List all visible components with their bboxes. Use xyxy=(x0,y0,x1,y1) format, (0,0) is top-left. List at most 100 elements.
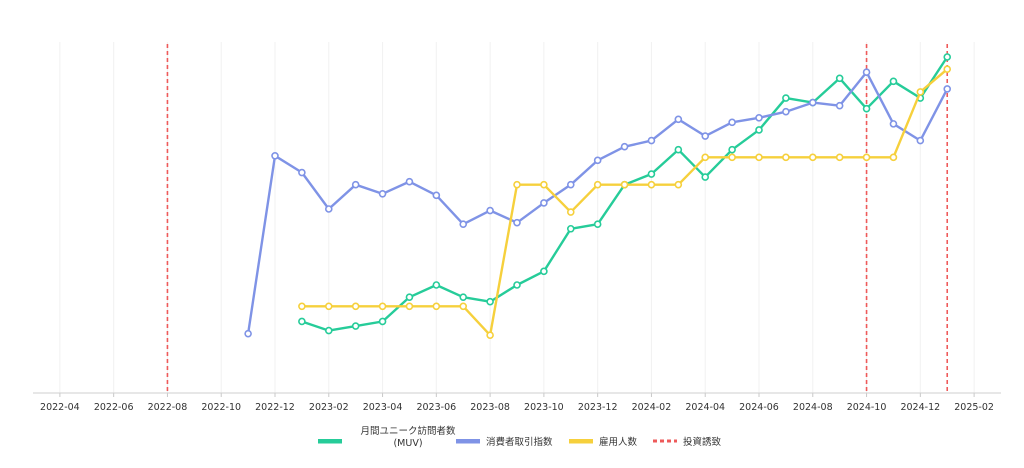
data-point[interactable] xyxy=(298,317,306,326)
legend-swatch xyxy=(569,439,593,444)
data-point[interactable] xyxy=(674,115,683,124)
data-point[interactable] xyxy=(701,173,710,181)
data-point[interactable] xyxy=(540,267,548,276)
series-line xyxy=(300,67,949,337)
data-point[interactable] xyxy=(755,126,763,134)
x-tick-label: 2025-02 xyxy=(954,402,994,413)
data-point[interactable] xyxy=(674,145,683,154)
data-point[interactable] xyxy=(701,132,710,140)
data-point[interactable] xyxy=(889,77,898,86)
data-point[interactable] xyxy=(432,281,441,289)
data-point[interactable] xyxy=(782,107,790,116)
data-point[interactable] xyxy=(432,191,441,200)
legend-item-3[interactable]: 投資誘致 xyxy=(653,436,722,448)
data-point[interactable] xyxy=(513,180,521,189)
data-point[interactable] xyxy=(862,104,871,113)
legend-item-0[interactable]: 月間ユニーク訪問者数(MUV) xyxy=(318,425,456,449)
data-point[interactable] xyxy=(916,136,925,145)
data-point[interactable] xyxy=(459,302,468,311)
data-point[interactable] xyxy=(835,153,844,162)
data-point[interactable] xyxy=(351,302,360,311)
data-point[interactable] xyxy=(674,180,683,189)
data-point[interactable] xyxy=(889,153,898,162)
data-point[interactable] xyxy=(540,180,548,189)
data-point[interactable] xyxy=(513,281,521,289)
data-point[interactable] xyxy=(647,180,656,189)
data-point[interactable] xyxy=(486,331,494,339)
data-point[interactable] xyxy=(566,208,575,216)
data-point[interactable] xyxy=(889,120,898,128)
x-tick-label: 2022-04 xyxy=(40,402,80,413)
data-point[interactable] xyxy=(701,153,710,162)
data-point[interactable] xyxy=(620,180,629,189)
data-point[interactable] xyxy=(486,206,494,215)
data-point[interactable] xyxy=(405,302,414,311)
data-point[interactable] xyxy=(835,74,844,83)
series-0 xyxy=(298,53,952,335)
data-point[interactable] xyxy=(298,168,306,177)
data-point[interactable] xyxy=(459,293,468,301)
data-point[interactable] xyxy=(351,322,360,330)
data-point[interactable] xyxy=(378,317,387,326)
x-tick-label: 2023-06 xyxy=(416,402,456,413)
data-point[interactable] xyxy=(755,153,763,162)
legend-item-2[interactable]: 雇用人数 xyxy=(569,436,638,448)
legend-item-1[interactable]: 消費者取引指数 xyxy=(456,436,553,448)
data-point[interactable] xyxy=(916,88,925,96)
x-tick-label: 2023-12 xyxy=(578,402,618,413)
data-point[interactable] xyxy=(728,153,736,162)
investment-markers xyxy=(166,44,949,393)
data-point[interactable] xyxy=(432,302,441,311)
data-point[interactable] xyxy=(540,199,548,207)
x-tick-label: 2023-02 xyxy=(309,402,349,413)
data-point[interactable] xyxy=(405,177,414,186)
data-point[interactable] xyxy=(593,156,602,165)
data-point[interactable] xyxy=(298,302,306,311)
x-tick-label: 2024-06 xyxy=(739,402,779,413)
data-point[interactable] xyxy=(808,98,817,107)
data-point[interactable] xyxy=(728,145,736,154)
data-point[interactable] xyxy=(324,205,333,213)
data-point[interactable] xyxy=(862,153,871,162)
data-point[interactable] xyxy=(728,118,736,127)
legend-label: 月間ユニーク訪問者数(MUV) xyxy=(360,425,456,449)
data-point[interactable] xyxy=(943,85,952,93)
data-point[interactable] xyxy=(782,94,790,102)
legend-swatch xyxy=(456,439,480,444)
data-point[interactable] xyxy=(405,293,414,301)
data-point[interactable] xyxy=(378,190,387,198)
x-tick-label: 2024-08 xyxy=(793,402,833,413)
x-tick-label: 2023-08 xyxy=(470,402,510,413)
data-point[interactable] xyxy=(244,329,252,338)
data-point[interactable] xyxy=(620,142,629,151)
data-point[interactable] xyxy=(378,302,387,311)
data-point[interactable] xyxy=(862,68,871,76)
data-point[interactable] xyxy=(835,101,844,110)
data-point[interactable] xyxy=(943,65,952,73)
data-point[interactable] xyxy=(513,218,521,227)
data-point[interactable] xyxy=(271,152,279,160)
x-tick-label: 2024-12 xyxy=(900,402,940,413)
data-point[interactable] xyxy=(808,153,817,162)
series-line xyxy=(300,55,949,332)
data-point[interactable] xyxy=(324,326,333,335)
data-point[interactable] xyxy=(647,136,656,145)
data-point[interactable] xyxy=(566,180,575,189)
data-point[interactable] xyxy=(566,224,575,233)
data-point[interactable] xyxy=(593,180,602,189)
legend-label: 消費者取引指数 xyxy=(486,436,553,448)
data-point[interactable] xyxy=(351,180,360,189)
data-point[interactable] xyxy=(324,302,333,311)
x-axis: 2022-04 2022-06 2022-08 2022-10 2022-12 2023-… xyxy=(33,392,1001,413)
data-point[interactable] xyxy=(486,297,494,306)
x-tick-label: 2023-04 xyxy=(363,402,403,413)
data-point[interactable] xyxy=(459,220,468,228)
data-point[interactable] xyxy=(593,220,602,228)
data-point[interactable] xyxy=(755,114,763,122)
data-point[interactable] xyxy=(943,53,952,61)
data-point[interactable] xyxy=(782,153,790,162)
x-tick-label: 2022-10 xyxy=(201,402,241,413)
data-point[interactable] xyxy=(647,170,656,178)
